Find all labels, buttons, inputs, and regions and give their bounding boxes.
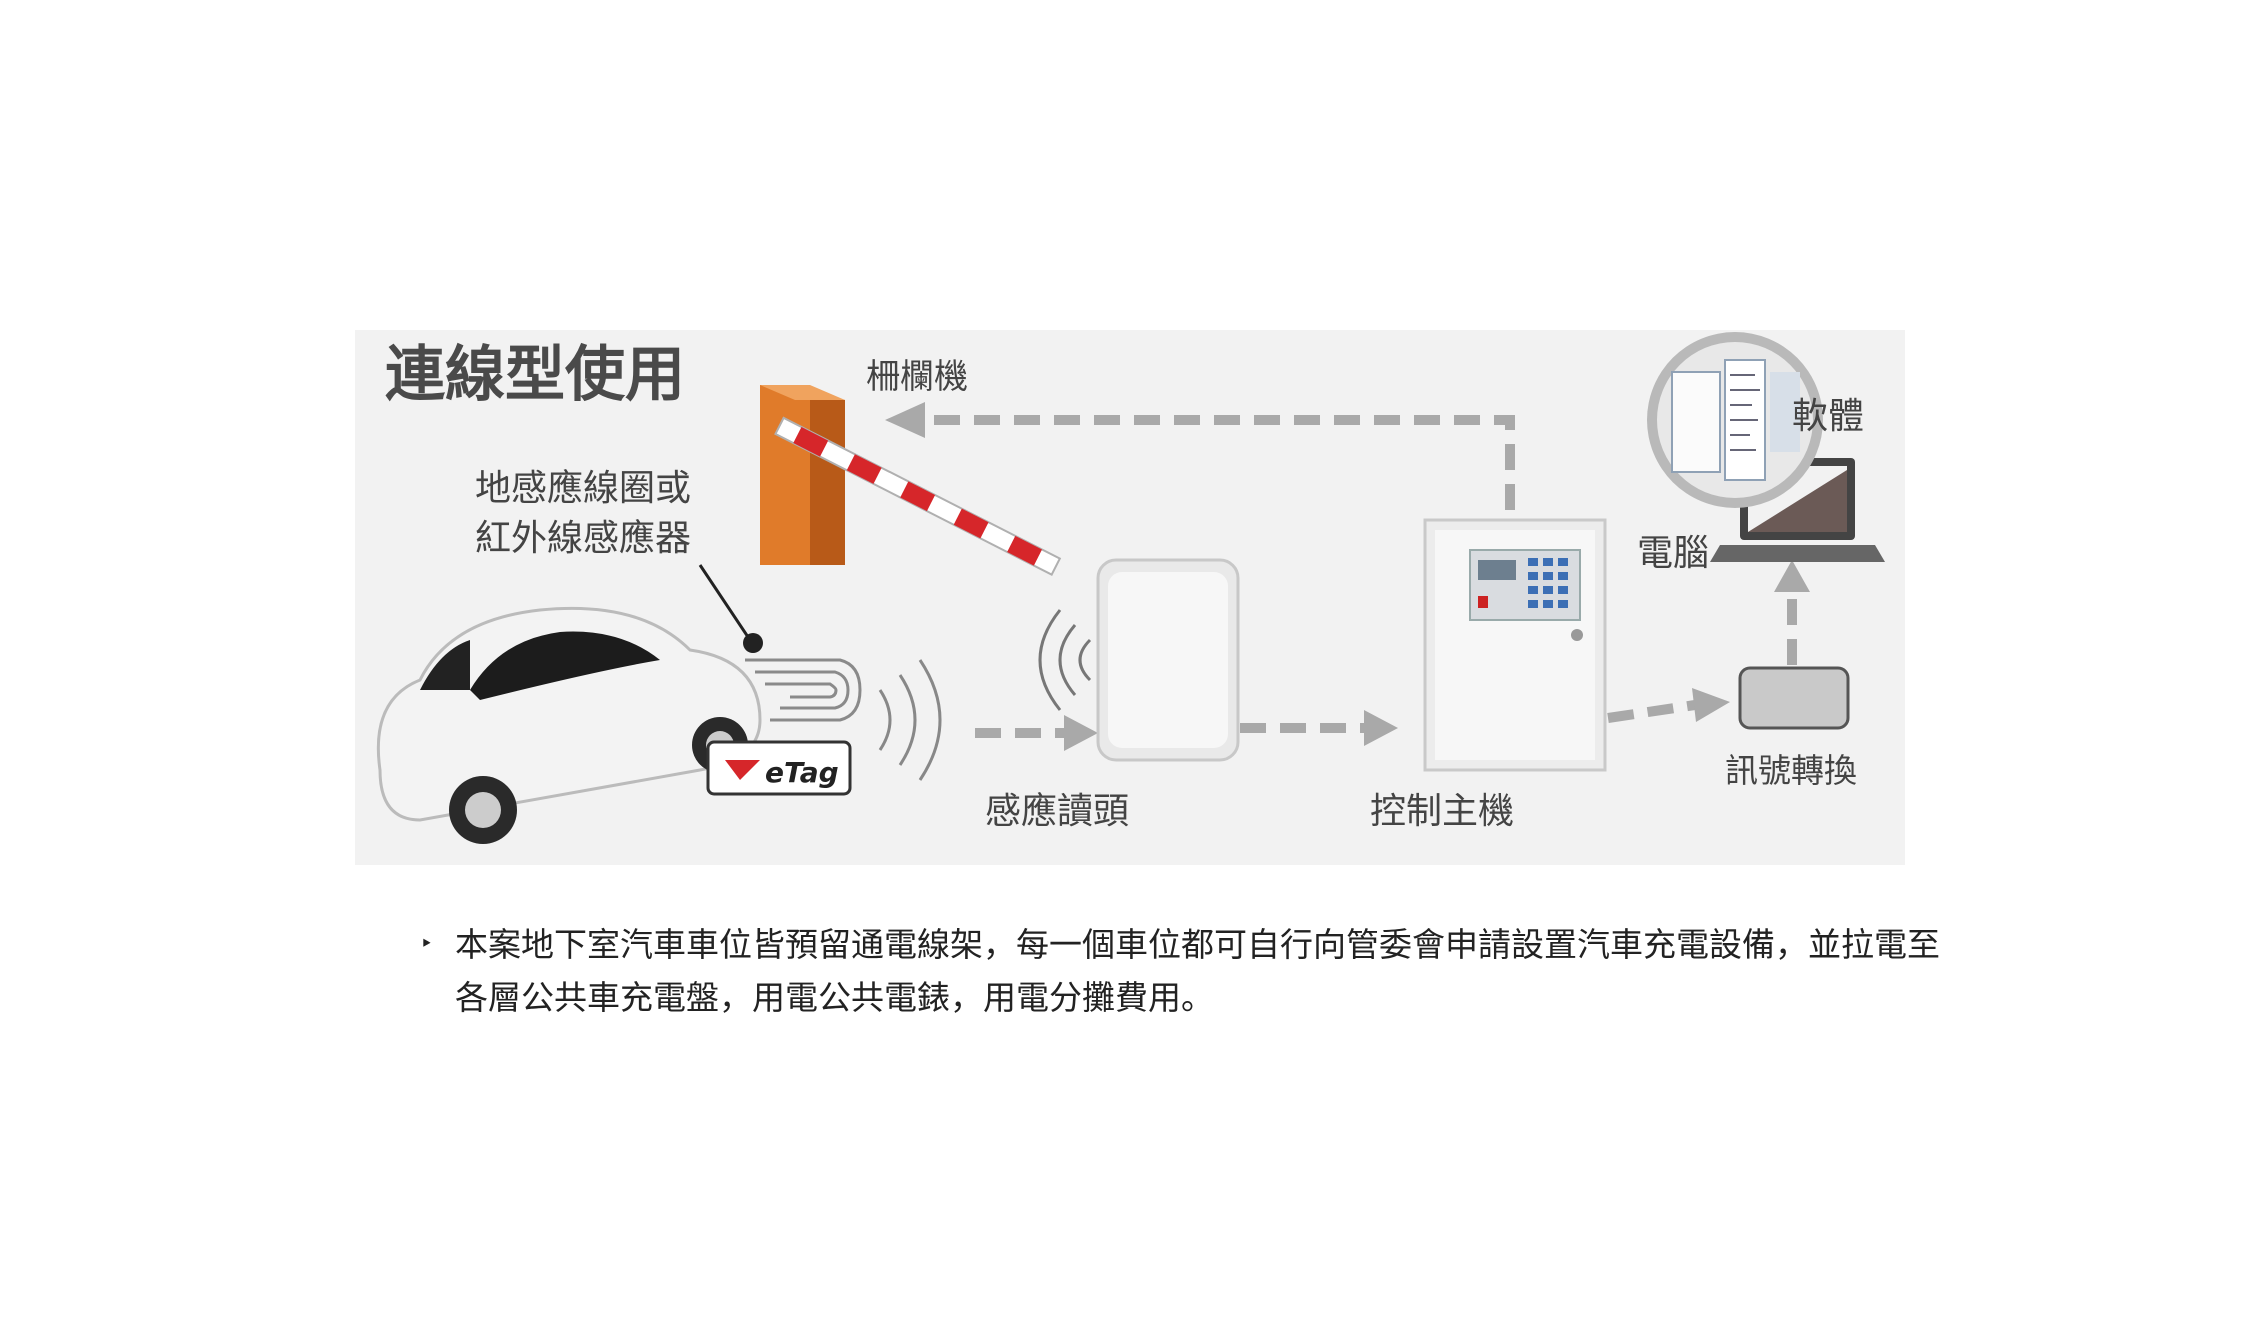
car-body	[376, 606, 762, 822]
barrier-gate	[760, 385, 1062, 576]
label-barrier: 柵欄機	[866, 357, 968, 397]
arrow-heads	[885, 402, 1810, 751]
label-software: 軟體	[1792, 396, 1864, 437]
car	[376, 606, 762, 844]
label-loop-sensor-line1: 地感應線圈或	[475, 468, 691, 509]
caption-text: 本案地下室汽車車位皆預留通電線架，每一個車位都可自行向管委會申請設置汽車充電設備…	[455, 925, 1940, 1017]
etag-badge: eTag	[706, 740, 852, 796]
etag-logo-mark	[725, 760, 760, 780]
barrier-post	[760, 385, 810, 565]
controller-lock	[1571, 629, 1583, 641]
diagram-title: 連線型使用	[385, 340, 685, 410]
car-waves	[878, 659, 942, 781]
arrowhead-controller	[1364, 710, 1398, 746]
label-signal-converter: 訊號轉換	[1725, 751, 1857, 790]
reader-antenna	[1038, 558, 1240, 762]
arrow-controller-to-converter	[1607, 700, 1696, 723]
arrowhead-reader	[1064, 715, 1098, 751]
label-reader: 感應讀頭	[985, 791, 1129, 832]
caption: ‣ 本案地下室汽車車位皆預留通電線架，每一個車位都可自行向管委會申請設置汽車充電…	[420, 918, 1960, 1024]
label-controller: 控制主機	[1370, 791, 1514, 832]
car-window	[470, 631, 660, 700]
barrier-post-top	[760, 385, 845, 400]
etag-label: eTag	[765, 756, 839, 789]
controller-box	[1423, 518, 1607, 772]
label-computer: 電腦	[1637, 533, 1709, 574]
flow-arrows	[920, 415, 1797, 738]
arrowhead-computer	[1774, 560, 1810, 592]
ground-loop-coil	[745, 658, 942, 781]
reader-waves	[1038, 609, 1092, 711]
signal-converter-box	[1738, 666, 1850, 730]
caption-bullet: ‣	[420, 932, 433, 957]
software-magnifier	[1647, 332, 1823, 508]
barrier-post-side	[808, 395, 845, 565]
arrow-controller-to-barrier	[920, 415, 1515, 510]
sensor-point	[743, 633, 763, 653]
arrowhead-barrier	[885, 402, 925, 438]
arrowhead-converter	[1692, 688, 1730, 722]
sensor-pointer-line	[698, 564, 752, 641]
label-loop-sensor-line2: 紅外線感應器	[475, 518, 691, 559]
controller-display	[1478, 560, 1516, 580]
